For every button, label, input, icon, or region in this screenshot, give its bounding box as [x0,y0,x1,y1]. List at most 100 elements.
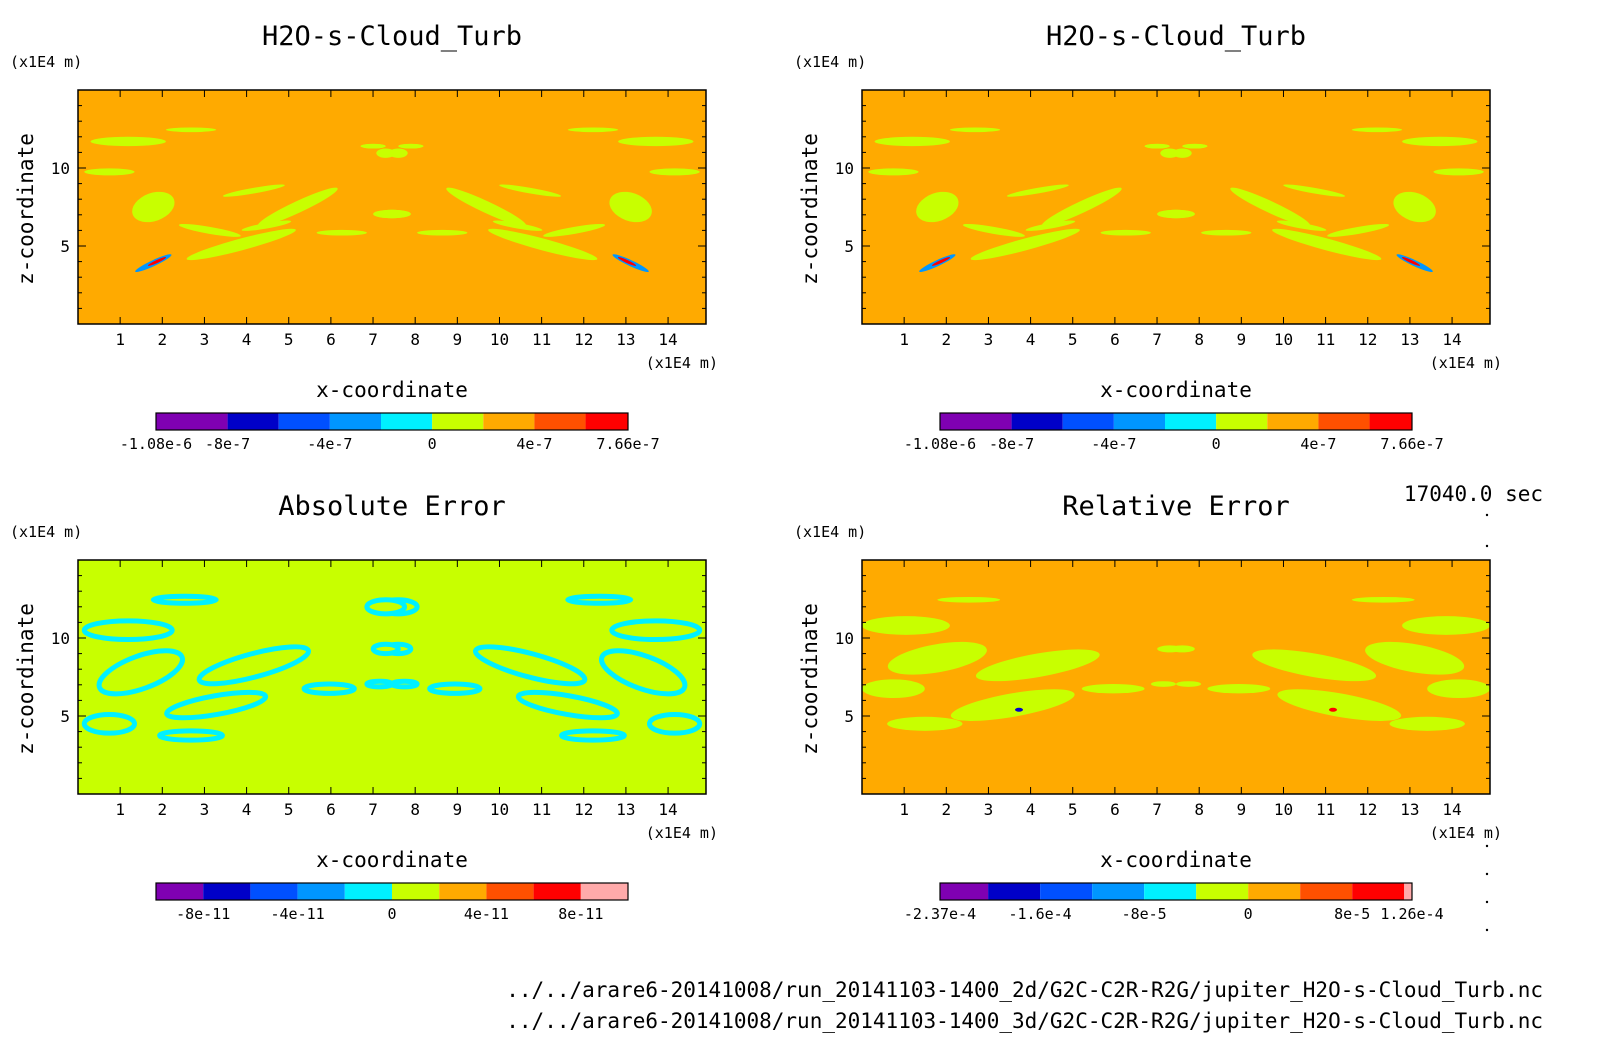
contour-region [1351,596,1415,603]
colorbar-segment [439,883,487,900]
x-tick-label: 2 [941,330,951,349]
x-tick-label: 12 [1358,800,1377,819]
colorbar-segment [1267,413,1319,430]
contour-region [257,187,338,227]
colorbar-tick-label: -8e-11 [176,905,230,923]
contour-region [1025,220,1076,231]
contour-region [316,229,367,236]
colorbar-segment [1369,413,1412,430]
x-tick-label: 8 [410,800,420,819]
contour-region [446,187,527,227]
x-tick-label: 14 [658,800,677,819]
colorbar-segment [1216,413,1268,430]
colorbar-segment [1092,883,1145,900]
x-tick-label: 6 [326,800,336,819]
x-tick-label: 11 [1316,800,1335,819]
contour-region [1272,228,1382,261]
colorbar-tick-label: 0 [428,435,437,453]
x-tick-label: 5 [284,800,294,819]
x-tick-label: 9 [453,800,463,819]
plot-frame [861,89,1491,325]
x-tick-label: 13 [1400,330,1419,349]
x-tick-label: 13 [616,330,635,349]
x-axis-label: x-coordinate [1100,848,1252,872]
y-tick-label: 10 [51,159,70,178]
x-tick-label: 3 [200,330,210,349]
contour-region [646,711,703,736]
colorbar-segment [1062,413,1114,430]
contour-region [868,168,919,176]
contour-region [1365,641,1465,675]
contour-region [492,220,543,231]
panel-title: Relative Error [1062,491,1290,522]
contour-region [1201,229,1252,236]
x-axis-label: x-coordinate [316,378,468,402]
y-axis-label: z-coordinate [798,603,822,755]
field-contours [84,127,700,273]
y-unit-label: (x1E4 m) [794,53,866,71]
extreme-spot [1329,707,1337,712]
contour-region [1230,187,1311,227]
x-tick-label: 4 [242,330,252,349]
colorbar-segment [344,883,392,900]
colorbar-tick-label: 8e-11 [558,905,603,923]
colorbar-tick-label: 4e-7 [516,435,552,453]
colorbar-tick-label: -4e-7 [1091,435,1136,453]
x-axis-label: x-coordinate [1100,378,1252,402]
colorbar-segment [1011,413,1063,430]
plot-frame [861,559,1491,795]
contour-region [165,127,217,133]
colorbar-segment [534,413,586,430]
y-tick-label: 10 [51,629,70,648]
colorbar-tick-label: -1.08e-6 [904,435,976,453]
contour-region [916,191,959,223]
x-tick-label: 10 [490,330,509,349]
y-tick-label: 10 [835,629,854,648]
contour-region [376,148,396,158]
contour-region [472,644,588,687]
y-unit-label: (x1E4 m) [10,53,82,71]
x-unit-label: (x1E4 m) [1430,824,1502,842]
contour-region [96,648,185,697]
colorbar-frame [155,882,629,901]
colorbar-tick-label: -8e-5 [1122,905,1167,923]
contour-region [1041,187,1122,227]
colorbar-segment [533,883,581,900]
x-tick-label: 12 [1358,330,1377,349]
colorbar-segment [1113,413,1166,430]
y-tick-label: 10 [835,159,854,178]
contour-region [196,644,312,687]
colorbar-segment [988,883,1041,900]
contour-region [1081,684,1145,694]
colorbar-segment [156,883,204,900]
edge-marker [1485,900,1489,904]
plot-frame [77,559,707,795]
contour-region [599,648,688,697]
colorbar-tick-label: 1.26e-4 [1380,905,1443,923]
x-unit-label: (x1E4 m) [1430,354,1502,372]
contour-region [559,728,627,743]
time-label: 17040.0 sec [1404,482,1543,506]
contour-region [1157,645,1183,653]
x-tick-label: 13 [616,800,635,819]
colorbar-tick-label: 4e-11 [464,905,509,923]
extreme-spot [617,257,637,266]
contour-region [962,223,1025,237]
colorbar-segment [1318,413,1370,430]
x-tick-label: 10 [490,800,509,819]
contour-region [84,168,135,176]
panel-4: Relative Error(x1E4 m)(x1E4 m)1 2 3 4 5 6 7 8 9 1… [794,491,1502,923]
colorbar-frame [939,412,1413,431]
y-axis-label: z-coordinate [14,133,38,285]
edge-marker [1485,544,1489,548]
x-tick-label: 2 [157,330,167,349]
contour-region [1351,127,1403,133]
x-tick-label: 7 [1152,800,1162,819]
panel-title: Absolute Error [278,491,506,522]
colorbar-tick-label: 0 [1244,905,1253,923]
edge-marker [1485,844,1489,848]
extreme-spot [1015,707,1023,712]
x-tick-label: 5 [1068,800,1078,819]
colorbar-segment [297,883,345,900]
contour-region [1006,184,1069,197]
